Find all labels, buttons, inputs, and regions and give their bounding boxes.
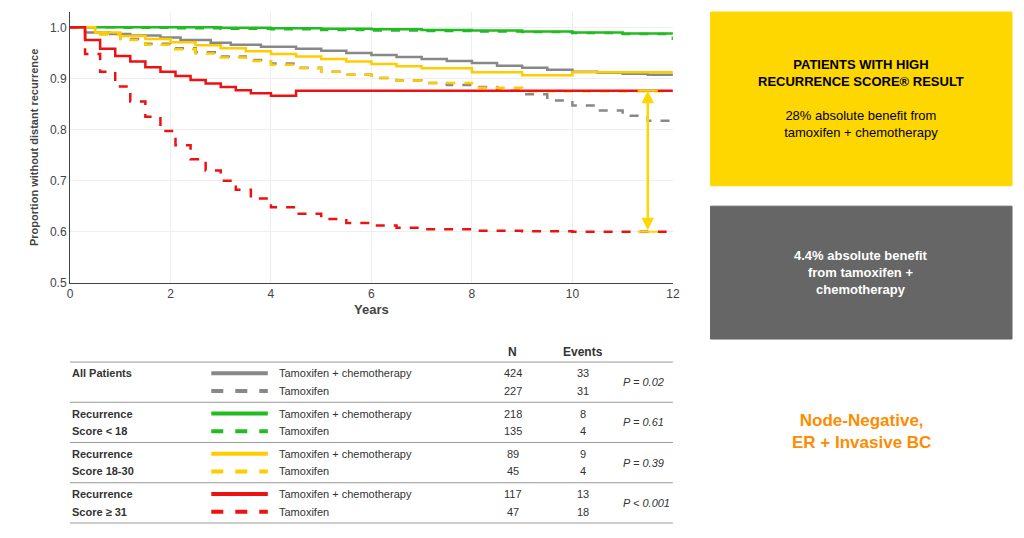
svg-text:47: 47 — [507, 506, 519, 518]
svg-text:Tamoxifen: Tamoxifen — [279, 425, 329, 437]
svg-text:Recurrence: Recurrence — [72, 488, 133, 500]
svg-text:0.8: 0.8 — [50, 123, 67, 137]
svg-text:0.9: 0.9 — [50, 72, 67, 86]
svg-text:0.5: 0.5 — [50, 276, 67, 290]
svg-text:Tamoxifen: Tamoxifen — [279, 385, 329, 397]
svg-text:Score ≥ 31: Score ≥ 31 — [72, 506, 127, 518]
svg-text:Score 18-30: Score 18-30 — [72, 465, 134, 477]
svg-text:424: 424 — [504, 367, 522, 379]
svg-text:Tamoxifen + chemotherapy: Tamoxifen + chemotherapy — [279, 448, 412, 460]
svg-text:4: 4 — [580, 425, 586, 437]
svg-text:Proportion without distant rec: Proportion without distant recurrence — [28, 49, 40, 246]
svg-text:Tamoxifen: Tamoxifen — [279, 506, 329, 518]
svg-text:45: 45 — [507, 465, 519, 477]
svg-text:2: 2 — [167, 287, 174, 301]
svg-text:N: N — [508, 345, 517, 359]
svg-text:Node-Negative,ER + Invasive BC: Node-Negative,ER + Invasive BC — [792, 411, 931, 452]
svg-text:Tamoxifen + chemotherapy: Tamoxifen + chemotherapy — [279, 488, 412, 500]
svg-text:135: 135 — [504, 425, 522, 437]
svg-text:Recurrence: Recurrence — [72, 408, 133, 420]
svg-text:4: 4 — [268, 287, 275, 301]
svg-text:PATIENTS WITH HIGHRECURRENCE S: PATIENTS WITH HIGHRECURRENCE SCORE® RESU… — [758, 57, 964, 140]
svg-text:12: 12 — [666, 287, 680, 301]
svg-text:All Patients: All Patients — [72, 367, 132, 379]
svg-text:33: 33 — [577, 367, 589, 379]
svg-text:Tamoxifen + chemotherapy: Tamoxifen + chemotherapy — [279, 408, 412, 420]
svg-text:Recurrence: Recurrence — [72, 448, 133, 460]
svg-text:P = 0.39: P = 0.39 — [623, 457, 664, 469]
svg-text:10: 10 — [566, 287, 580, 301]
svg-text:227: 227 — [504, 385, 522, 397]
svg-text:9: 9 — [580, 448, 586, 460]
svg-text:18: 18 — [577, 506, 589, 518]
svg-text:P = 0.02: P = 0.02 — [623, 376, 664, 388]
svg-text:0: 0 — [67, 287, 74, 301]
svg-text:Years: Years — [354, 302, 389, 317]
svg-text:Events: Events — [563, 345, 603, 359]
svg-text:4: 4 — [580, 465, 586, 477]
svg-text:4.4% absolute benefitfrom tamo: 4.4% absolute benefitfrom tamoxifen +che… — [794, 248, 928, 297]
svg-text:31: 31 — [577, 385, 589, 397]
svg-text:89: 89 — [507, 448, 519, 460]
svg-text:Tamoxifen: Tamoxifen — [279, 465, 329, 477]
svg-text:8: 8 — [580, 408, 586, 420]
svg-text:0.7: 0.7 — [50, 174, 67, 188]
svg-text:P < 0.001: P < 0.001 — [623, 497, 670, 509]
svg-text:Score < 18: Score < 18 — [72, 425, 127, 437]
svg-text:P = 0.61: P = 0.61 — [623, 416, 664, 428]
svg-text:8: 8 — [469, 287, 476, 301]
svg-text:13: 13 — [577, 488, 589, 500]
svg-text:117: 117 — [504, 488, 522, 500]
svg-text:218: 218 — [504, 408, 522, 420]
svg-text:Tamoxifen + chemotherapy: Tamoxifen + chemotherapy — [279, 367, 412, 379]
svg-text:0.6: 0.6 — [50, 225, 67, 239]
svg-text:6: 6 — [368, 287, 375, 301]
svg-text:1.0: 1.0 — [50, 21, 67, 35]
